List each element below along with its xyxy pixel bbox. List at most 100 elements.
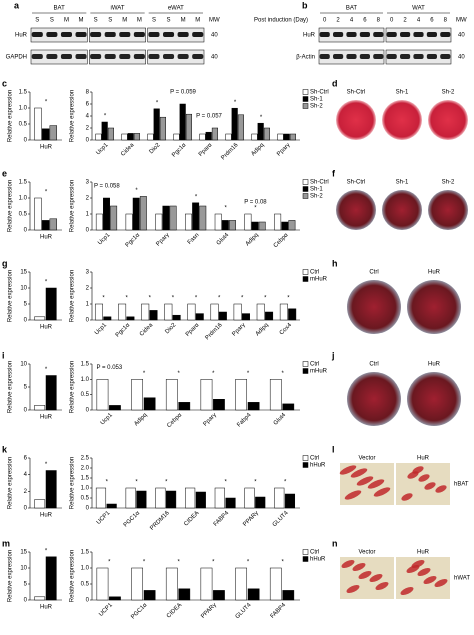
x-tick-label: HuR (40, 415, 53, 421)
y-tick-label: 0.5 (81, 582, 90, 588)
bar (131, 567, 144, 601)
band (386, 32, 397, 37)
stain (356, 476, 374, 486)
x-tick-label: HuR (40, 513, 53, 519)
band (413, 54, 424, 59)
bar (143, 397, 156, 411)
significance: * (260, 115, 263, 121)
stain (418, 474, 430, 482)
significance: * (281, 560, 284, 566)
stain (358, 570, 372, 580)
x-tick-label: GLUT4 (272, 510, 290, 528)
significance: * (106, 480, 109, 486)
x-tick-label: Pparα (185, 322, 201, 338)
band (119, 54, 131, 59)
band (60, 54, 72, 59)
bar (233, 303, 242, 321)
y-tick-label: 1.0 (81, 377, 90, 383)
bar (205, 131, 212, 141)
band (319, 32, 330, 37)
significance: * (45, 367, 48, 373)
legend-label: Ctrl (310, 550, 319, 556)
bar (237, 114, 244, 141)
bar (274, 487, 285, 509)
row-label: GAPDH (6, 55, 27, 61)
significance: * (125, 296, 128, 302)
bar (41, 128, 50, 141)
blot-frame (147, 49, 205, 65)
bar (235, 567, 248, 601)
x-tick-label: Dio2 (149, 142, 162, 155)
significance: * (45, 548, 48, 554)
bar (185, 213, 192, 231)
bar (210, 303, 219, 321)
bar (125, 213, 133, 231)
stain (350, 468, 368, 478)
y-tick-label: 2 (24, 489, 28, 495)
significance: * (254, 480, 257, 486)
image-label: Sh-1 (396, 90, 409, 96)
bar (192, 202, 200, 231)
x-tick-label: CIDEA (166, 602, 183, 619)
y-tick-label: 1.0 (81, 486, 90, 492)
band (163, 54, 175, 59)
y-tick-label: 6 (24, 456, 28, 462)
significance: * (143, 371, 146, 377)
legend-swatch (302, 276, 309, 282)
bar (265, 311, 274, 321)
bar (282, 590, 295, 601)
blot-frame (147, 27, 205, 43)
band (192, 54, 204, 59)
group-label: eWAT (168, 6, 184, 12)
stain (411, 559, 425, 569)
lane-label: 2 (403, 18, 407, 24)
p-value: P = 0.057 (196, 114, 222, 120)
legend-swatch (302, 455, 309, 461)
mw-mark: 40 (211, 55, 218, 61)
bar (110, 205, 118, 231)
x-tick-label: Pgc1α (125, 232, 142, 249)
x-tick-label: HuR (40, 325, 53, 331)
bar (284, 493, 296, 509)
dish (428, 100, 468, 140)
y-tick-label: 0 (24, 506, 28, 512)
bar (133, 133, 140, 141)
significance: * (108, 560, 111, 566)
bar (49, 218, 58, 231)
band (90, 54, 102, 59)
y-tick-label: 3 (86, 270, 90, 276)
y-tick-label: 3 (86, 180, 90, 186)
p-value: P = 0.053 (96, 365, 122, 371)
lane-label: 8 (377, 18, 381, 24)
band (440, 54, 451, 59)
bar (34, 316, 46, 321)
bar (274, 213, 282, 231)
y-tick-label: 0 (86, 408, 90, 414)
significance: * (241, 296, 244, 302)
significance: * (156, 100, 159, 106)
bar (247, 588, 260, 601)
bar (159, 116, 166, 141)
band (413, 32, 424, 37)
legend-swatch (302, 556, 309, 562)
bar (225, 133, 232, 141)
bar (96, 567, 109, 601)
bar (109, 596, 121, 601)
x-tick-label: Pgc1α (171, 142, 188, 159)
y-tick-label: 10 (20, 362, 27, 368)
y-tick-label: 0 (24, 598, 28, 604)
panel-letter: l (332, 444, 335, 454)
bar (95, 487, 107, 509)
y-tick-label: 0 (24, 228, 28, 234)
y-tick-label: 2 (86, 286, 90, 292)
x-tick-label: FABP4 (213, 510, 231, 528)
image-label: Sh-2 (442, 180, 455, 186)
legend-swatch (302, 96, 309, 102)
dish (347, 372, 401, 426)
x-tick-label: PPARγ (200, 602, 218, 620)
significance: * (45, 190, 48, 196)
x-tick-label: CIDEA (183, 510, 200, 527)
bar (125, 487, 136, 509)
mw-mark: 40 (458, 33, 465, 39)
bar (277, 133, 284, 141)
